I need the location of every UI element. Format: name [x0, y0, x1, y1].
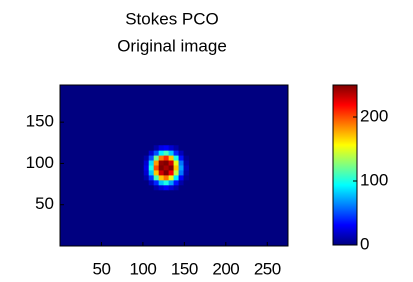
heatmap-cell: [144, 145, 149, 150]
heatmap-cell: [159, 165, 164, 170]
heatmap-cell: [174, 180, 179, 185]
heatmap-cell: [144, 150, 149, 155]
heatmap-cell: [164, 155, 169, 160]
heatmap-cell: [149, 180, 154, 185]
heatmap-cell: [144, 155, 149, 160]
heatmap-cell: [144, 160, 149, 165]
y-tick-label: 50: [35, 194, 54, 213]
heatmap-cell: [179, 180, 184, 185]
heatmap-cell: [184, 150, 189, 155]
heatmap-cell: [164, 150, 169, 155]
y-tick-label: 150: [26, 112, 54, 131]
heatmap-cell: [149, 150, 154, 155]
colorbar-tick-label: 200: [360, 106, 388, 125]
heatmap-cell: [164, 185, 169, 190]
heatmap-cell: [144, 165, 149, 170]
x-tick-label: 50: [92, 259, 110, 278]
heatmap-cell: [174, 165, 179, 170]
heatmap-cell: [149, 185, 154, 190]
chart-subtitle: Original image: [117, 36, 227, 55]
heatmap-cell: [164, 165, 169, 170]
heatmap-cell: [169, 180, 174, 185]
heatmap-cell: [154, 175, 159, 180]
heatmap-cell: [144, 180, 149, 185]
heatmap-cell: [184, 145, 189, 150]
heatmap-cell: [179, 185, 184, 190]
heatmap-cell: [184, 180, 189, 185]
heatmap-cell: [154, 145, 159, 150]
heatmap-cell: [149, 170, 154, 175]
heatmap-cell: [159, 180, 164, 185]
heatmap-cell: [159, 170, 164, 175]
heatmap-cell: [174, 160, 179, 165]
x-tick-label: 150: [171, 259, 198, 278]
heatmap-cell: [164, 175, 169, 180]
heatmap-cell: [184, 185, 189, 190]
heatmap-cell: [164, 160, 169, 165]
heatmap-cell: [154, 155, 159, 160]
heatmap-cell: [164, 180, 169, 185]
x-tick-label: 200: [212, 259, 239, 278]
heatmap-cell: [144, 175, 149, 180]
heatmap-cell: [169, 145, 174, 150]
heatmap-cell: [149, 145, 154, 150]
x-tick-label: 100: [129, 259, 156, 278]
heatmap-cell: [174, 150, 179, 155]
heatmap-cell: [174, 155, 179, 160]
heatmap-cell: [174, 170, 179, 175]
heatmap-cell: [164, 145, 169, 150]
heatmap-cell: [149, 165, 154, 170]
heatmap-cell: [184, 170, 189, 175]
heatmap-cell: [179, 165, 184, 170]
heatmap-cell: [174, 175, 179, 180]
heatmap-cell: [154, 160, 159, 165]
page: Stokes PCO Original image 50 100 150 200 250…: [0, 0, 413, 282]
heatmap-cell: [184, 165, 189, 170]
heatmap-cell: [159, 150, 164, 155]
heatmap-cell: [174, 185, 179, 190]
heatmap-cell: [169, 170, 174, 175]
heatmap-cell: [169, 185, 174, 190]
heatmap-cell: [154, 165, 159, 170]
heatmap-cell: [179, 145, 184, 150]
heatmap-cell: [184, 155, 189, 160]
heatmap-cell: [169, 150, 174, 155]
heatmap-cell: [174, 145, 179, 150]
heatmap-cell: [144, 170, 149, 175]
y-tick-label: 100: [26, 153, 54, 172]
heatmap-cell: [169, 160, 174, 165]
heatmap-cell: [149, 160, 154, 165]
heatmap-cell: [159, 155, 164, 160]
colorbar-tick-label: 0: [360, 234, 369, 253]
heatmap-cell: [179, 170, 184, 175]
chart-title: Stokes PCO: [125, 9, 219, 28]
heatmap-cell: [169, 155, 174, 160]
heatmap-cell: [179, 150, 184, 155]
chart: Stokes PCO Original image 50 100 150 200 250…: [0, 0, 413, 282]
heatmap-cell: [154, 185, 159, 190]
heatmap-cell: [159, 175, 164, 180]
heatmap-cell: [159, 185, 164, 190]
colorbar-tick-label: 100: [360, 170, 388, 189]
colorbar: [333, 85, 357, 245]
heatmap-cell: [164, 170, 169, 175]
x-tick-label: 250: [254, 259, 281, 278]
heatmap-cell: [149, 155, 154, 160]
heatmap-cell: [184, 175, 189, 180]
heatmap-cell: [179, 175, 184, 180]
heatmap-cell: [179, 160, 184, 165]
heatmap-cell: [154, 170, 159, 175]
heatmap-cell: [169, 175, 174, 180]
heatmap-cell: [184, 160, 189, 165]
heatmap-cell: [144, 185, 149, 190]
heatmap-cell: [149, 175, 154, 180]
heatmap-cell: [169, 165, 174, 170]
heatmap-cell: [159, 145, 164, 150]
heatmap-cell: [179, 155, 184, 160]
heatmap-cell: [159, 160, 164, 165]
heatmap-cell: [154, 150, 159, 155]
heatmap-cell: [154, 180, 159, 185]
